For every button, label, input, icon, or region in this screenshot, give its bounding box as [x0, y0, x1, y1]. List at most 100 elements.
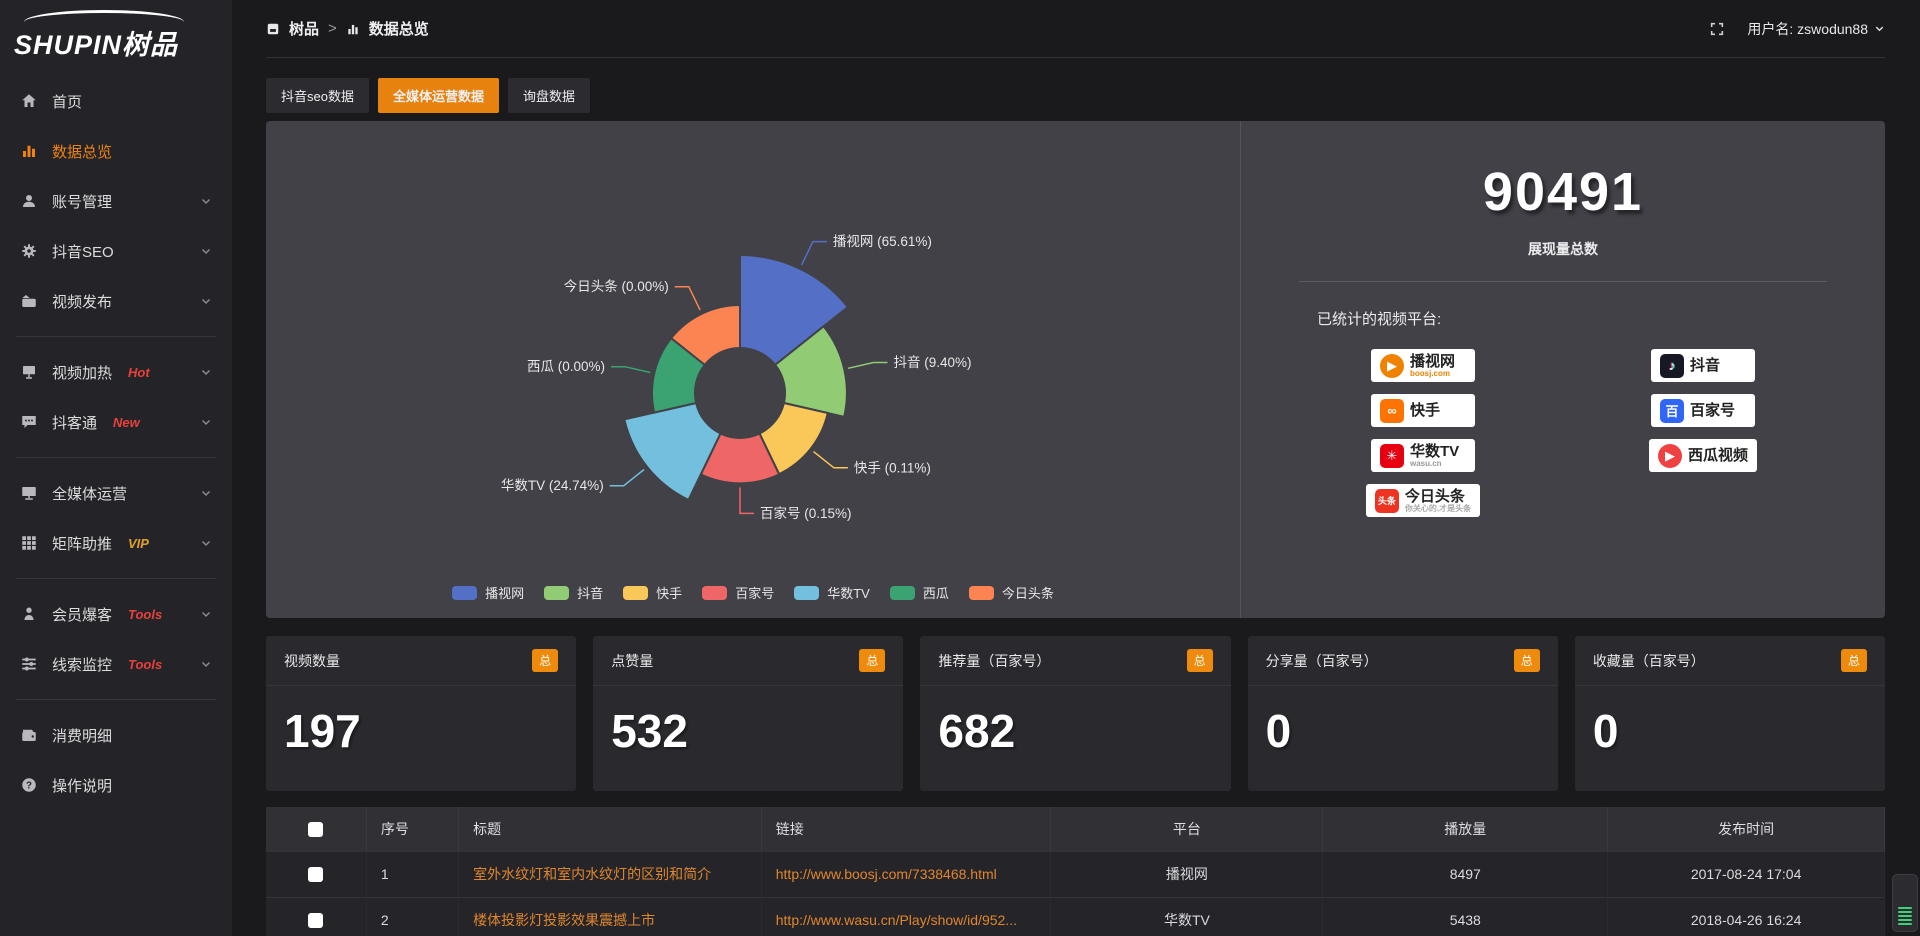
platform-badge-subtext: boosj.com [1410, 368, 1451, 378]
app-logo[interactable]: SHUPIN树品 [0, 0, 232, 64]
cell-title[interactable]: 室外水纹灯和室内水纹灯的区别和简介 [458, 850, 762, 897]
stat-card-label: 点赞量 [611, 652, 654, 669]
pie-slice-华数TV[interactable] [623, 401, 722, 502]
platform-badge-subtext: 你关心的,才是头条 [1404, 503, 1472, 513]
sidebar-item-label: 会员爆客 [52, 606, 113, 624]
sidebar-item-2[interactable]: 账号管理 [0, 176, 232, 226]
pie-slice-播视网[interactable] [739, 253, 850, 367]
user-menu[interactable]: 用户名: zswodun88 [1747, 19, 1885, 39]
cell-published: 2017-08-24 17:04 [1607, 850, 1885, 897]
platform-badge-name: 今日头条 你关心的,才是头条 [1404, 487, 1472, 513]
stat-card-total-badge[interactable]: 总 [1841, 649, 1868, 672]
cell-no: 2 [366, 896, 459, 936]
legend-item-百家号[interactable]: 百家号 [702, 583, 774, 602]
sidebar-item-4[interactable]: 视频发布 [0, 276, 232, 326]
floating-widget[interactable] [1892, 874, 1918, 932]
breadcrumb-root[interactable]: 树品 [289, 21, 320, 38]
cell-published: 2018-04-26 16:24 [1607, 896, 1885, 936]
legend-marker [794, 585, 820, 600]
legend-marker [968, 585, 994, 600]
pie-label-line [609, 468, 645, 487]
tab-1[interactable]: 全媒体运营数据 [377, 78, 499, 113]
pie-label-line [813, 451, 848, 469]
pie-label-line [800, 240, 827, 266]
cell-link[interactable]: http://www.wasu.cn/Play/show/id/952... [761, 896, 1051, 936]
sidebar-item-16[interactable]: ? 操作说明 [0, 760, 232, 810]
platform-badge-name: 西瓜视频 [1687, 447, 1748, 464]
chevron-down-icon [1875, 26, 1884, 32]
legend-item-抖音[interactable]: 抖音 [544, 583, 603, 602]
fullscreen-icon[interactable] [1709, 21, 1725, 37]
chat-icon [20, 413, 38, 431]
svg-text:?: ? [26, 780, 32, 791]
pie-label-line [739, 487, 754, 515]
sidebar-item-6[interactable]: 视频加热 Hot [0, 347, 232, 397]
cell-plays: 8497 [1322, 850, 1608, 897]
sidebar-item-label: 视频加热 [52, 364, 113, 382]
sidebar-item-label: 全媒体运营 [52, 485, 128, 503]
tab-2[interactable]: 询盘数据 [507, 78, 590, 113]
stat-card-total-badge[interactable]: 总 [1513, 649, 1540, 672]
platform-badge-快手[interactable]: ∞ 快手 [1371, 394, 1475, 427]
platform-badge-抖音[interactable]: ♪ 抖音 [1651, 349, 1755, 382]
chart-legend: 播视网 抖音 快手 百家号 华数TV 西瓜 今日头条 [266, 583, 1240, 602]
legend-item-西瓜[interactable]: 西瓜 [889, 583, 949, 602]
pie-label: 快手 (0.11%) [854, 460, 931, 475]
sidebar-item-0[interactable]: 首页 [0, 76, 232, 126]
grid-icon [20, 534, 38, 552]
legend-label: 抖音 [577, 586, 604, 601]
sidebar-item-label: 消费明细 [52, 727, 113, 745]
legend-item-播视网[interactable]: 播视网 [452, 583, 524, 602]
stat-card-value: 0 [1592, 705, 1619, 757]
sidebar-item-3[interactable]: 抖音SEO [0, 226, 232, 276]
sidebar-divider [16, 336, 216, 337]
platform-badge-西瓜视频[interactable]: ▶ 西瓜视频 [1648, 439, 1757, 472]
pie-label: 播视网 (65.61%) [833, 234, 932, 249]
pie-label: 西瓜 (0.00%) [527, 359, 605, 374]
stat-card-label: 收藏量（百家号） [1592, 652, 1705, 669]
pie-slice-抖音[interactable] [773, 324, 848, 418]
platform-badge-今日头条[interactable]: 头条 今日头条 你关心的,才是头条 [1365, 484, 1481, 517]
pie-label: 华数TV (24.74%) [501, 478, 604, 493]
tab-0[interactable]: 抖音seo数据 [266, 78, 369, 113]
row-checkbox[interactable] [308, 867, 324, 883]
stat-card-total-badge[interactable]: 总 [859, 649, 886, 672]
pie-label-line [674, 285, 701, 311]
cell-link[interactable]: http://www.boosj.com/7338468.html [761, 850, 1051, 897]
chevron-down-icon [200, 295, 212, 307]
rose-chart[interactable]: 播视网 (65.61%) 抖音 (9.40%) 快手 (0.11%) 百家号 (0.1… [266, 121, 1240, 618]
stat-card-total-badge[interactable]: 总 [532, 649, 559, 672]
legend-item-快手[interactable]: 快手 [623, 583, 682, 602]
sidebar-item-1[interactable]: 数据总览 [0, 126, 232, 176]
chevron-down-icon [200, 245, 212, 257]
pie-slice-今日头条[interactable] [669, 303, 741, 367]
sidebar-item-15[interactable]: 消费明细 [0, 710, 232, 760]
chevron-down-icon [200, 608, 212, 620]
legend-marker [702, 585, 728, 600]
legend-item-华数TV[interactable]: 华数TV [794, 583, 870, 602]
row-checkbox[interactable] [308, 913, 324, 929]
platform-badge-华数TV[interactable]: ✳ 华数TV wasu.cn [1371, 439, 1475, 472]
select-all-checkbox[interactable] [308, 822, 324, 838]
sidebar-item-9[interactable]: 全媒体运营 [0, 468, 232, 518]
platform-badge-name: 播视网 boosj.com [1410, 352, 1456, 378]
sidebar-item-13[interactable]: 线索监控 Tools [0, 639, 232, 689]
table-header-cell: 发布时间 [1607, 807, 1885, 851]
sidebar-item-7[interactable]: 抖客通 New [0, 397, 232, 447]
videos-table: 序号 标题 链接 平台 播放量 发布时间 1 室外水纹灯和室内水纹灯的区别和简介 http… [266, 807, 1885, 936]
sidebar-item-12[interactable]: 会员爆客 Tools [0, 589, 232, 639]
wallet-icon [20, 726, 38, 744]
legend-item-今日头条[interactable]: 今日头条 [968, 583, 1054, 602]
sidebar-divider [16, 457, 216, 458]
platform-badge-播视网[interactable]: ▶ 播视网 boosj.com [1371, 349, 1475, 382]
video-publish-icon [20, 292, 38, 310]
stat-card-total-badge[interactable]: 总 [1186, 649, 1213, 672]
toutiao-logo: 头条 [1374, 488, 1399, 513]
stat-card-4: 收藏量（百家号） 总 0 [1574, 636, 1886, 791]
xigua-logo: ▶ [1657, 443, 1682, 468]
platform-badge-百家号[interactable]: 百 百家号 [1651, 394, 1755, 427]
main-content: 树品 > 数据总览 用户名: zswodun88 抖音seo数据 全媒体运营数据询… [232, 0, 1920, 936]
summary-section: 90491 展现量总数 已统计的视频平台: ▶ 播视网 boosj.com ♪ 抖… [1240, 121, 1885, 618]
sidebar-item-10[interactable]: 矩阵助推 VIP [0, 518, 232, 568]
cell-title[interactable]: 楼体投影灯投影效果震撼上市 [458, 896, 762, 936]
